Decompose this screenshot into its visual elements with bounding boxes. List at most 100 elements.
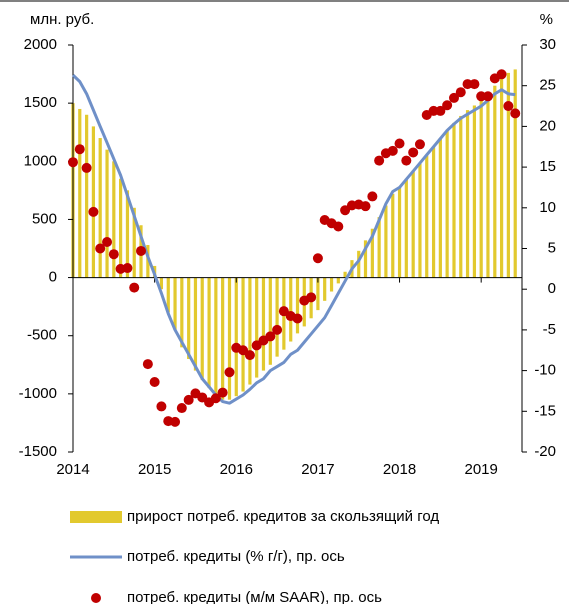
dot <box>81 162 92 173</box>
dot <box>292 313 303 324</box>
bar <box>78 108 82 278</box>
dot <box>469 79 480 90</box>
bar <box>146 245 150 278</box>
x-tick-label: 2019 <box>464 461 497 478</box>
bar <box>98 138 102 278</box>
bar <box>363 240 368 278</box>
y2-tick-label: 5 <box>548 239 556 256</box>
bar <box>411 170 415 278</box>
bar <box>438 138 442 278</box>
bar <box>397 186 402 278</box>
dot <box>272 324 283 335</box>
bar <box>513 69 517 278</box>
bar <box>425 155 429 278</box>
bar <box>493 85 497 278</box>
bar <box>384 205 388 278</box>
x-tick-label: 2015 <box>138 461 171 478</box>
bar <box>234 277 238 397</box>
dot <box>360 201 371 212</box>
bar <box>159 277 164 290</box>
bar <box>499 77 504 278</box>
bar <box>221 277 225 400</box>
bar <box>275 277 279 357</box>
y2-tick-label: 15 <box>539 158 556 175</box>
bar <box>241 277 245 392</box>
dot <box>367 191 378 202</box>
bar <box>329 277 334 292</box>
dot <box>224 367 235 378</box>
bar <box>465 110 470 278</box>
y2-tick-label: -10 <box>534 362 556 379</box>
dot <box>142 359 153 370</box>
dot <box>503 101 514 112</box>
x-tick-label: 2014 <box>56 461 89 478</box>
dot <box>312 253 323 264</box>
dot <box>455 87 466 98</box>
bar <box>418 163 422 278</box>
y2-tick-label: 30 <box>539 36 556 53</box>
bar <box>357 250 361 278</box>
y2-tick-label: 0 <box>548 280 556 297</box>
dot <box>387 145 398 156</box>
bar <box>125 190 130 278</box>
bar <box>207 277 211 389</box>
bar <box>316 277 320 311</box>
dot <box>435 105 446 116</box>
bar <box>506 72 510 278</box>
dot <box>244 350 255 361</box>
y-axis-label: млн. руб. <box>30 11 94 28</box>
y2-tick-label: 20 <box>539 117 556 134</box>
legend-label: потреб. кредиты (% г/г), пр. ось <box>127 548 345 565</box>
bar <box>452 122 456 278</box>
y2-tick-label: -20 <box>534 443 556 460</box>
dot <box>122 263 133 274</box>
bar <box>173 277 177 330</box>
bar <box>214 277 218 394</box>
dot <box>442 100 453 111</box>
dot <box>408 147 419 158</box>
y2-tick-label: -15 <box>534 402 556 419</box>
bar <box>180 277 184 348</box>
y-tick-label: 500 <box>32 210 57 227</box>
bar <box>370 228 374 278</box>
y2-tick-label: 25 <box>539 77 556 94</box>
bar <box>132 207 136 278</box>
y-tick-label: 2000 <box>24 36 57 53</box>
bar <box>486 92 490 278</box>
dot <box>265 331 276 342</box>
dot <box>448 92 459 103</box>
bar <box>404 178 408 278</box>
legend-label: потреб. кредиты (м/м SAAR), пр. ось <box>127 589 382 604</box>
x-tick-label: 2018 <box>383 461 416 478</box>
dot <box>149 376 160 387</box>
y2-tick-label: 10 <box>539 199 556 216</box>
dot <box>333 221 344 232</box>
y-tick-label: -500 <box>27 327 57 344</box>
dot <box>510 108 521 119</box>
bar <box>227 277 232 400</box>
legend-label: прирост потреб. кредитов за скользящий г… <box>127 508 439 525</box>
dot <box>462 79 473 90</box>
bar <box>459 115 463 278</box>
y-tick-label: -1000 <box>19 385 57 402</box>
bar <box>105 149 109 278</box>
bar <box>85 114 89 278</box>
dot <box>306 292 317 303</box>
dot <box>176 403 187 414</box>
y2-tick-label: -5 <box>543 321 556 338</box>
dot <box>210 393 221 404</box>
dot <box>136 245 147 256</box>
x-tick-label: 2017 <box>301 461 334 478</box>
dot <box>102 236 113 247</box>
dot <box>482 91 493 102</box>
bar <box>187 277 191 359</box>
bar <box>289 277 293 342</box>
y-tick-label: 0 <box>49 269 57 286</box>
legend-swatch <box>70 511 122 523</box>
bar <box>431 147 436 278</box>
bar <box>255 277 259 378</box>
dot <box>68 157 78 168</box>
bar <box>336 277 340 284</box>
dot <box>88 206 99 217</box>
